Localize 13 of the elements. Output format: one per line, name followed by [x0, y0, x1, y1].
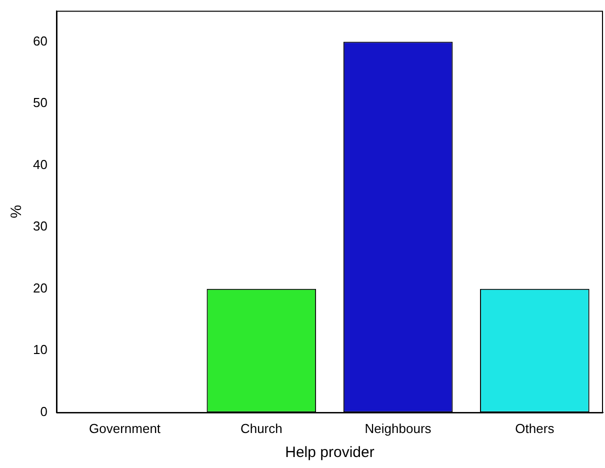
y-tick-label: 0 — [40, 404, 48, 419]
x-tick-label: Others — [515, 420, 555, 436]
x-tick-label: Church — [240, 420, 282, 436]
x-axis-title: Help provider — [285, 444, 374, 462]
y-axis-title: % — [8, 204, 26, 218]
x-tick-label: Neighbours — [364, 420, 432, 436]
x-tick-label: Government — [89, 420, 161, 436]
y-tick-label: 30 — [32, 218, 48, 234]
y-tick-label: 20 — [32, 280, 48, 296]
y-tick-label: 40 — [32, 156, 48, 172]
y-tick-label: 60 — [32, 33, 48, 48]
y-tick-label: 10 — [32, 342, 48, 358]
y-tick-label: 50 — [32, 95, 48, 110]
